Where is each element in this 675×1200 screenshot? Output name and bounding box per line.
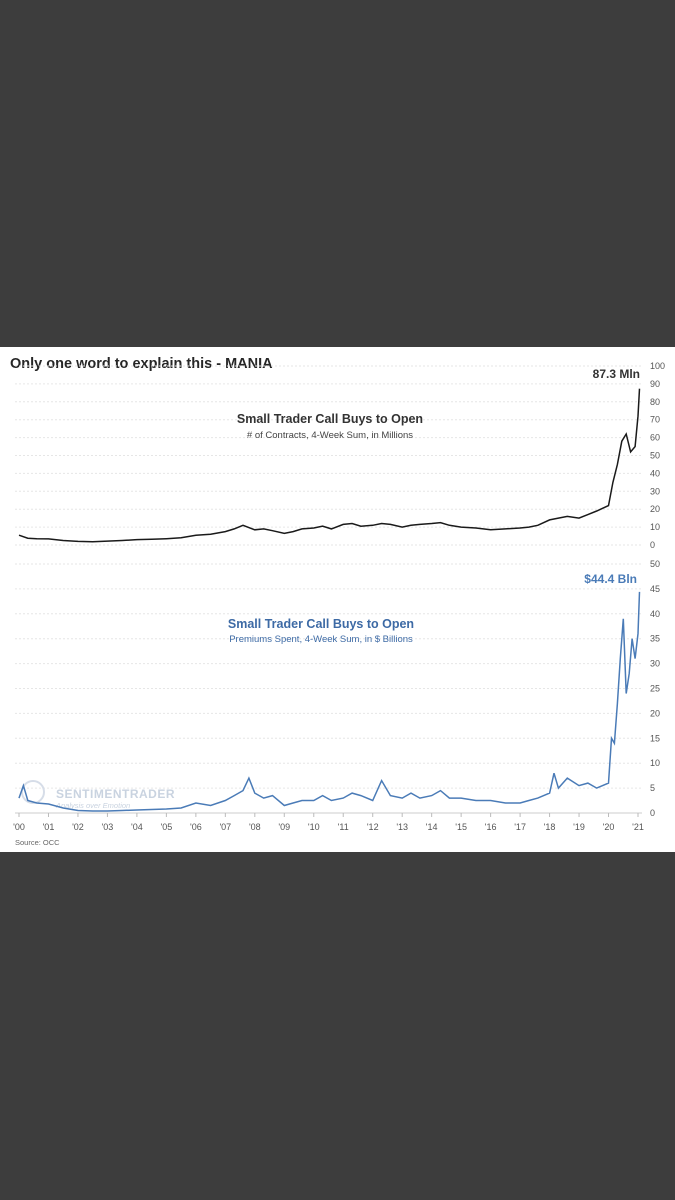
x-tick-label: '07: [219, 822, 231, 832]
x-tick-label: '04: [131, 822, 143, 832]
bottom-y-tick-label: 45: [650, 584, 660, 594]
watermark: SENTIMENTRADER Analysis over Emotion: [21, 780, 175, 810]
x-tick-label: '01: [43, 822, 55, 832]
x-tick-label: '05: [161, 822, 173, 832]
top-end-label: 87.3 Mln: [593, 367, 640, 381]
top-y-tick-label: 0: [650, 540, 655, 550]
top-y-tick-label: 30: [650, 486, 660, 496]
bottom-y-tick-label: 25: [650, 684, 660, 694]
bottom-chart-subtitle: Premiums Spent, 4-Week Sum, in $ Billion…: [229, 634, 413, 645]
watermark-logo-icon: [21, 780, 45, 804]
x-axis: '00 '01 '02 '03 '04 '05 '06 '07 '08 '09 '10 '11 '12 '…: [13, 812, 644, 832]
bottom-series-line: [18, 591, 641, 812]
top-y-tick-label: 20: [650, 504, 660, 514]
bottom-y-tick-label: 50: [650, 559, 660, 569]
top-series-line: [18, 388, 641, 543]
top-y-tick-label: 100: [650, 361, 665, 371]
bottom-grid: [15, 563, 642, 814]
top-chart-subtitle: # of Contracts, 4-Week Sum, in Millions: [247, 430, 413, 441]
x-tick-label: '17: [514, 822, 526, 832]
top-y-tick-label: 10: [650, 522, 660, 532]
x-tick-label: '15: [455, 822, 467, 832]
x-tick-label: '12: [367, 822, 379, 832]
top-y-tick-label: 40: [650, 468, 660, 478]
bottom-y-tick-label: 5: [650, 783, 655, 793]
x-tick-label: '09: [278, 822, 290, 832]
bottom-y-tick-label: 20: [650, 708, 660, 718]
bottom-y-tick-label: 10: [650, 758, 660, 768]
x-tick-label: '14: [426, 822, 438, 832]
x-tick-label: '03: [102, 822, 114, 832]
bottom-y-tick-label: 40: [650, 609, 660, 619]
x-tick-label: '10: [308, 822, 320, 832]
source-note: Source: OCC: [15, 838, 60, 847]
bottom-y-tick-label: 30: [650, 659, 660, 669]
bottom-y-tick-label: 35: [650, 634, 660, 644]
x-tick-label: '21: [632, 822, 644, 832]
x-tick-label: '13: [396, 822, 408, 832]
x-tick-label: '16: [485, 822, 497, 832]
top-y-tick-label: 50: [650, 451, 660, 461]
x-tick-label: '11: [338, 822, 349, 832]
bottom-y-tick-label: 15: [650, 733, 660, 743]
top-y-tick-label: 80: [650, 397, 660, 407]
x-tick-label: '20: [603, 822, 615, 832]
x-tick-label: '08: [249, 822, 261, 832]
x-tick-label: '00: [13, 822, 25, 832]
top-grid: [15, 365, 642, 546]
x-tick-label: '19: [573, 822, 585, 832]
chart-card: [0, 347, 675, 852]
bottom-y-tick-label: 0: [650, 808, 655, 818]
x-tick-label: '06: [190, 822, 202, 832]
headline: Only one word to explain this - MANIA: [10, 356, 273, 372]
watermark-brand: SENTIMENTRADER: [56, 787, 175, 801]
bottom-chart-title: Small Trader Call Buys to Open: [228, 617, 414, 631]
bottom-end-label: $44.4 Bln: [584, 572, 637, 586]
top-chart-title: Small Trader Call Buys to Open: [237, 412, 423, 426]
x-tick-label: '18: [544, 822, 556, 832]
top-y-tick-label: 90: [650, 379, 660, 389]
top-y-tick-label: 60: [650, 433, 660, 443]
top-y-tick-label: 70: [650, 415, 660, 425]
watermark-tagline: Analysis over Emotion: [55, 801, 130, 810]
x-tick-label: '02: [72, 822, 84, 832]
